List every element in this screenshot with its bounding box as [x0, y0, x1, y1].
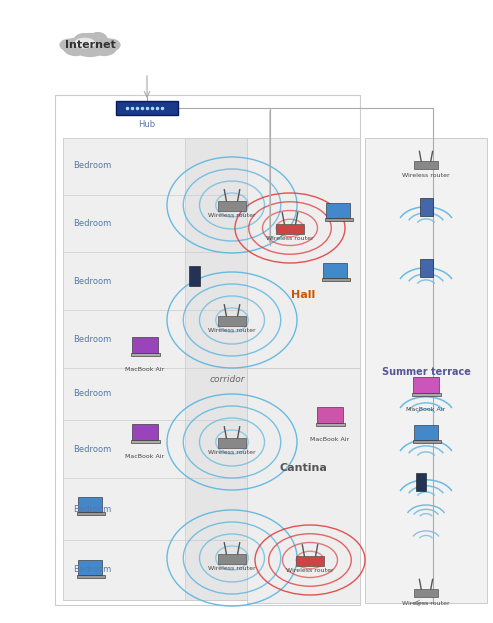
Bar [413, 440, 441, 444]
Text: Summer terrace: Summer terrace [382, 367, 470, 377]
Bar [78, 497, 102, 512]
Bar [247, 368, 360, 603]
Text: MacBook Air: MacBook Air [311, 437, 350, 442]
Bar [414, 589, 438, 597]
Text: Hub: Hub [139, 120, 156, 129]
Text: Wireless router: Wireless router [208, 566, 256, 571]
Text: Wireless router: Wireless router [208, 328, 256, 333]
Text: Hall: Hall [291, 290, 315, 300]
Bar [63, 138, 246, 600]
Text: Bedroom: Bedroom [73, 277, 111, 285]
Text: MacBook Air: MacBook Air [406, 407, 446, 412]
Ellipse shape [75, 39, 95, 48]
Text: Bedroom: Bedroom [73, 335, 111, 343]
Text: Bedroom: Bedroom [73, 161, 111, 171]
Bar [322, 278, 350, 282]
Text: Bedroom: Bedroom [73, 505, 111, 513]
Text: Bedroom: Bedroom [73, 444, 111, 454]
Text: Wireless router: Wireless router [266, 236, 314, 241]
Text: Wireless router: Wireless router [208, 450, 256, 455]
Ellipse shape [102, 39, 120, 50]
Text: Wireless router: Wireless router [208, 213, 256, 218]
Bar [414, 425, 438, 440]
Bar [316, 423, 345, 426]
Bar [416, 473, 426, 491]
Text: corridor: corridor [209, 376, 245, 384]
Text: MacBook Air: MacBook Air [125, 454, 165, 459]
Ellipse shape [74, 34, 93, 47]
Text: Bedroom: Bedroom [73, 219, 111, 227]
Text: MacBook Air: MacBook Air [125, 367, 165, 372]
Text: Bedroom: Bedroom [73, 389, 111, 399]
Bar [218, 438, 246, 448]
Bar [189, 266, 200, 286]
Bar [218, 201, 246, 211]
Text: Bedroom: Bedroom [73, 566, 111, 574]
Text: Internet: Internet [65, 40, 115, 50]
Bar [412, 393, 441, 396]
Bar [116, 101, 178, 115]
Bar [413, 376, 439, 393]
Bar [218, 316, 246, 326]
Bar [77, 512, 105, 515]
Bar [365, 138, 487, 603]
Bar [296, 556, 324, 566]
Text: Wireless router: Wireless router [286, 568, 334, 573]
Ellipse shape [72, 34, 108, 57]
Text: Wireless router: Wireless router [402, 173, 450, 178]
Ellipse shape [63, 39, 88, 55]
Ellipse shape [60, 39, 78, 50]
Bar [77, 575, 105, 578]
Bar [247, 138, 360, 368]
Bar [132, 336, 158, 353]
Bar [420, 198, 433, 216]
Bar [323, 263, 347, 278]
Bar [185, 138, 270, 600]
Ellipse shape [89, 32, 107, 46]
Bar [78, 559, 102, 575]
Bar [420, 259, 433, 277]
Bar [55, 95, 360, 605]
Bar [326, 202, 350, 218]
Bar [414, 161, 438, 169]
Bar [325, 218, 352, 221]
Text: Wireless router: Wireless router [402, 601, 450, 606]
Bar [276, 224, 304, 234]
Ellipse shape [92, 39, 117, 55]
Bar [131, 440, 160, 443]
Bar [131, 353, 160, 356]
Text: Cantina: Cantina [279, 463, 327, 473]
Bar [218, 554, 246, 564]
Bar [132, 424, 158, 440]
Bar [317, 406, 344, 423]
